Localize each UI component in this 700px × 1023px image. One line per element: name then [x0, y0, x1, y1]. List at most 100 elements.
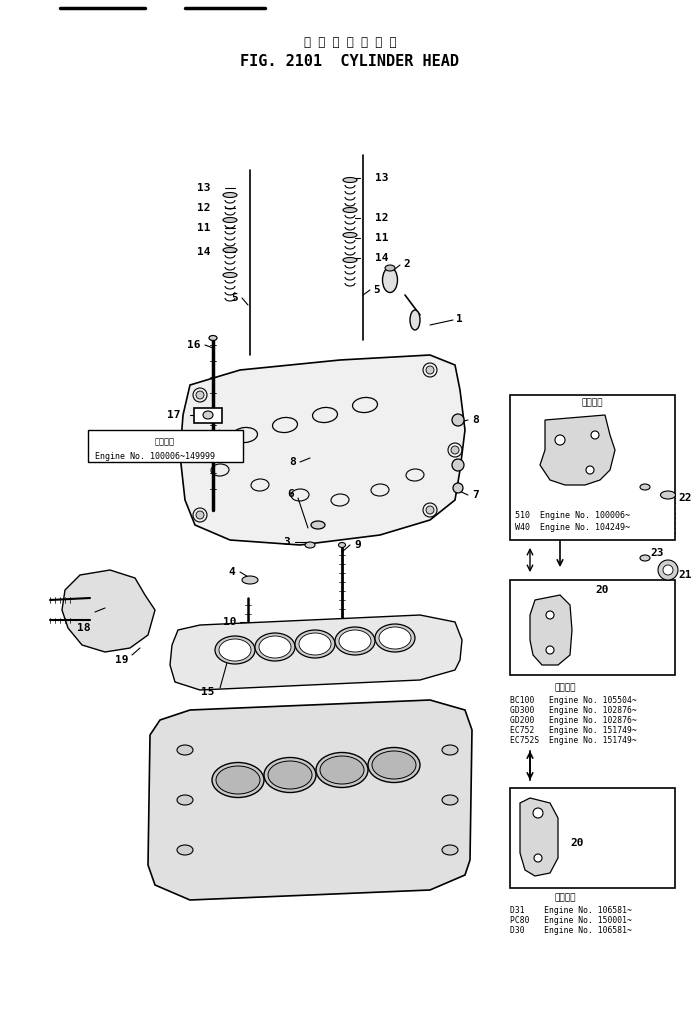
Text: BC100   Engine No. 105504~: BC100 Engine No. 105504~	[510, 696, 637, 705]
Text: シ リ ン ダ ヘ ッ ド: シ リ ン ダ ヘ ッ ド	[304, 36, 396, 48]
Ellipse shape	[295, 630, 335, 658]
Bar	[88, 430, 243, 462]
Ellipse shape	[534, 854, 542, 862]
Ellipse shape	[452, 459, 464, 471]
Polygon shape	[148, 700, 472, 900]
Text: 12: 12	[375, 213, 389, 223]
Ellipse shape	[442, 795, 458, 805]
Ellipse shape	[379, 627, 411, 649]
Text: D30    Engine No. 106581~: D30 Engine No. 106581~	[510, 926, 632, 935]
Text: 18: 18	[76, 623, 90, 633]
Bar	[194, 408, 222, 422]
Ellipse shape	[320, 756, 364, 784]
Text: 1: 1	[456, 314, 463, 324]
Text: 5: 5	[231, 293, 238, 303]
Bar	[510, 395, 675, 540]
Text: 20: 20	[608, 440, 622, 450]
Text: EC752   Engine No. 151749~: EC752 Engine No. 151749~	[510, 726, 637, 735]
Text: 8: 8	[472, 415, 479, 425]
Ellipse shape	[372, 751, 416, 779]
Circle shape	[196, 391, 204, 399]
Ellipse shape	[442, 845, 458, 855]
Ellipse shape	[316, 753, 368, 788]
Ellipse shape	[203, 411, 213, 419]
Text: Engine No. 100006~149999: Engine No. 100006~149999	[95, 452, 215, 461]
Text: 16: 16	[186, 340, 200, 350]
Ellipse shape	[223, 192, 237, 197]
Ellipse shape	[382, 267, 398, 293]
Text: 21: 21	[678, 570, 692, 580]
Ellipse shape	[219, 639, 251, 661]
Text: 10: 10	[223, 617, 236, 627]
Text: 7: 7	[472, 490, 479, 500]
Text: 20: 20	[595, 585, 608, 595]
Ellipse shape	[640, 555, 650, 561]
Text: 13: 13	[375, 173, 389, 183]
Ellipse shape	[305, 542, 315, 548]
Ellipse shape	[255, 633, 295, 661]
Ellipse shape	[343, 232, 357, 237]
Text: 20: 20	[570, 838, 584, 848]
Polygon shape	[170, 615, 462, 690]
Text: 13: 13	[197, 183, 210, 193]
Ellipse shape	[299, 633, 331, 655]
Ellipse shape	[385, 265, 395, 271]
Text: 23: 23	[650, 477, 664, 487]
Bar	[510, 580, 675, 675]
Ellipse shape	[259, 636, 291, 658]
Ellipse shape	[555, 435, 565, 445]
Ellipse shape	[223, 248, 237, 253]
Text: 14: 14	[197, 247, 210, 257]
Text: 22: 22	[678, 493, 692, 503]
Ellipse shape	[442, 745, 458, 755]
Text: 4: 4	[228, 567, 235, 577]
Text: D31    Engine No. 106581~: D31 Engine No. 106581~	[510, 906, 632, 915]
Text: 12: 12	[197, 203, 210, 213]
Ellipse shape	[209, 336, 217, 341]
Text: 5: 5	[373, 285, 379, 295]
Text: 9: 9	[354, 540, 360, 550]
Polygon shape	[540, 415, 615, 485]
Text: 17: 17	[167, 410, 180, 420]
Ellipse shape	[368, 748, 420, 783]
Text: EC752S  Engine No. 151749~: EC752S Engine No. 151749~	[510, 736, 637, 745]
Text: 510  Engine No. 100006~: 510 Engine No. 100006~	[515, 510, 630, 520]
Text: 適用号算: 適用号算	[554, 683, 575, 692]
Ellipse shape	[268, 761, 312, 789]
Ellipse shape	[223, 218, 237, 222]
Ellipse shape	[586, 466, 594, 474]
Polygon shape	[530, 595, 572, 665]
Circle shape	[663, 565, 673, 575]
Ellipse shape	[591, 431, 599, 439]
Ellipse shape	[223, 272, 237, 277]
Text: W40  Engine No. 104249~: W40 Engine No. 104249~	[515, 524, 630, 533]
Ellipse shape	[242, 576, 258, 584]
Text: 14: 14	[375, 253, 389, 263]
Ellipse shape	[177, 795, 193, 805]
Ellipse shape	[640, 484, 650, 490]
Ellipse shape	[533, 808, 543, 818]
Text: GD300   Engine No. 102876~: GD300 Engine No. 102876~	[510, 706, 637, 715]
Text: GD200   Engine No. 102876~: GD200 Engine No. 102876~	[510, 716, 637, 725]
Polygon shape	[180, 355, 465, 545]
Text: 2: 2	[403, 259, 410, 269]
Ellipse shape	[453, 483, 463, 493]
Text: 8: 8	[289, 457, 296, 468]
Polygon shape	[520, 798, 558, 876]
Circle shape	[451, 446, 459, 454]
Ellipse shape	[343, 208, 357, 213]
Ellipse shape	[546, 646, 554, 654]
Ellipse shape	[546, 611, 554, 619]
Text: FIG. 2101  CYLINDER HEAD: FIG. 2101 CYLINDER HEAD	[241, 54, 459, 70]
Ellipse shape	[311, 521, 325, 529]
Circle shape	[426, 366, 434, 374]
Ellipse shape	[212, 762, 264, 798]
Ellipse shape	[410, 310, 420, 330]
Ellipse shape	[343, 258, 357, 263]
Text: 11: 11	[375, 233, 389, 243]
Text: 15: 15	[202, 687, 215, 697]
Text: 適用号算: 適用号算	[554, 893, 575, 902]
Polygon shape	[62, 570, 155, 652]
Text: 11: 11	[197, 223, 210, 233]
Ellipse shape	[264, 757, 316, 793]
